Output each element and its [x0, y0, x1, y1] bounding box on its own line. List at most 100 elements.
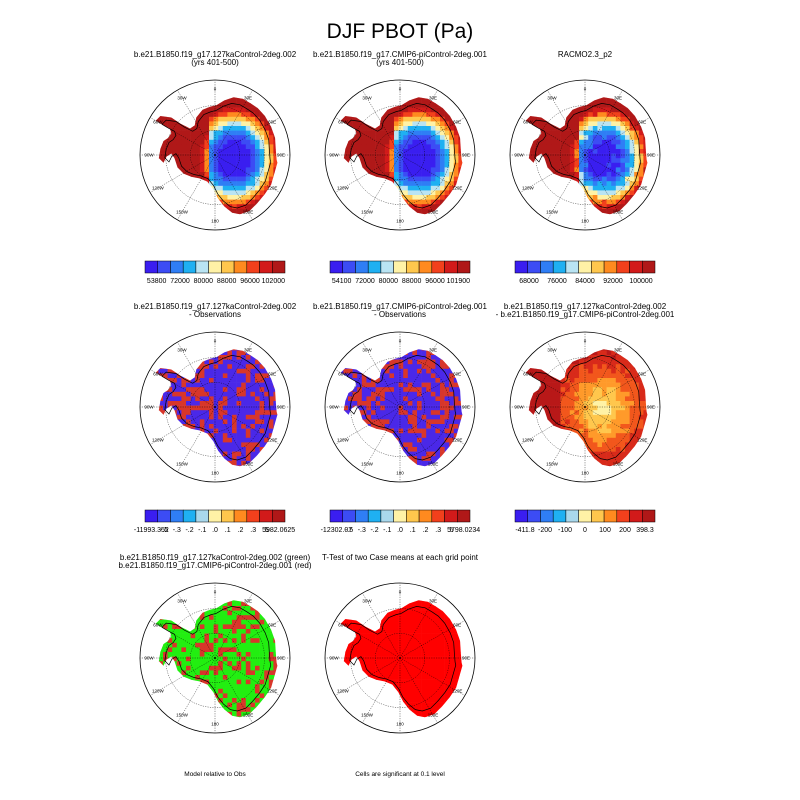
- grid-cell: [421, 107, 427, 113]
- grid-cell: [222, 387, 228, 393]
- grid-cell: [278, 337, 283, 342]
- grid-cell: [352, 135, 358, 141]
- coastline: [531, 103, 642, 209]
- grid-cell: [634, 172, 640, 177]
- grid-cell: [204, 433, 210, 439]
- grid-cell: [222, 428, 228, 434]
- grid-cell: [255, 387, 260, 393]
- grid-cell: [417, 181, 422, 187]
- grid-cell: [154, 332, 159, 337]
- grid-cell: [213, 116, 219, 122]
- grid-cell: [588, 126, 594, 131]
- grid-cell: [629, 135, 635, 141]
- grid-cell: [264, 181, 270, 187]
- grid-cell: [458, 162, 463, 168]
- grid-cell: [519, 144, 524, 149]
- grid-cell: [528, 149, 534, 154]
- grid-cell: [463, 85, 468, 90]
- grid-cell: [158, 176, 164, 182]
- colorbar-label: .5: [263, 527, 269, 534]
- grid-cell: [412, 98, 418, 104]
- grid-cell: [163, 470, 168, 475]
- grid-cell: [371, 112, 376, 118]
- grid-cell: [172, 167, 178, 173]
- grid-cell: [167, 204, 173, 210]
- grid-cell: [145, 167, 150, 172]
- grid-cell: [334, 227, 339, 232]
- grid-cell: [638, 97, 644, 99]
- grid-cell: [638, 139, 644, 145]
- grid-cell: [611, 144, 617, 150]
- grid-cell: [648, 209, 653, 214]
- grid-cell: [227, 442, 233, 448]
- grid-cell: [556, 89, 561, 94]
- grid-cell: [380, 218, 385, 223]
- grid-cell: [209, 172, 214, 177]
- grid-cell: [236, 373, 242, 379]
- grid-cell: [453, 213, 459, 215]
- grid-cell: [343, 195, 349, 200]
- grid-cell: [325, 186, 330, 191]
- grid-cell: [366, 130, 372, 136]
- longitude-label: 0: [584, 87, 587, 92]
- grid-cell: [236, 428, 242, 434]
- grid-cell: [348, 349, 353, 351]
- grid-cell: [389, 190, 395, 196]
- grid-cell: [463, 200, 468, 205]
- colorbar-label: -.1: [198, 527, 206, 534]
- grid-cell: [361, 387, 367, 393]
- grid-cell: [444, 139, 450, 145]
- grid-cell: [398, 181, 404, 187]
- grid-cell: [199, 368, 205, 374]
- grid-cell: [385, 85, 390, 90]
- grid-cell: [620, 144, 626, 150]
- grid-cell: [533, 204, 538, 210]
- colorbar-box: [221, 509, 235, 523]
- grid-cell: [209, 195, 214, 200]
- grid-cell: [435, 387, 441, 393]
- grid-cell: [380, 135, 386, 141]
- grid-cell: [232, 130, 237, 136]
- grid-cell: [519, 98, 524, 103]
- grid-cell: [227, 424, 233, 429]
- grid-cell: [199, 465, 205, 467]
- grid-cell: [149, 131, 154, 136]
- grid-cell: [195, 107, 201, 113]
- grid-cell: [357, 195, 363, 200]
- grid-cell: [515, 144, 520, 149]
- grid-cell: [394, 172, 399, 177]
- grid-cell: [643, 85, 648, 90]
- grid-cell: [583, 149, 589, 154]
- grid-cell: [403, 98, 409, 104]
- grid-cell: [625, 80, 630, 85]
- grid-cell: [264, 373, 270, 379]
- grid-cell: [278, 223, 283, 228]
- meridian-line: [214, 369, 281, 408]
- grid-cell: [348, 97, 353, 99]
- grid-cell: [525, 130, 529, 136]
- grid-cell: [199, 126, 205, 131]
- grid-cell: [366, 190, 372, 196]
- grid-cell: [163, 223, 168, 228]
- grid-cell: [163, 373, 168, 379]
- grid-cell: [574, 190, 580, 196]
- grid-cell: [542, 195, 548, 200]
- grid-cell: [283, 195, 288, 200]
- grid-cell: [145, 355, 150, 360]
- grid-cell: [167, 135, 173, 141]
- grid-cell: [560, 195, 566, 200]
- grid-cell: [398, 98, 404, 104]
- grid-cell: [167, 350, 173, 356]
- colorbar-box: [642, 260, 656, 274]
- grid-cell: [259, 359, 265, 365]
- grid-cell: [380, 337, 385, 342]
- grid-cell: [204, 447, 210, 452]
- grid-cell: [588, 208, 594, 214]
- grid-cell: [615, 126, 621, 131]
- grid-cell: [472, 117, 477, 122]
- grid-cell: [403, 223, 408, 228]
- grid-cell: [542, 139, 548, 145]
- grid-cell: [145, 204, 150, 209]
- grid-cell: [643, 223, 648, 228]
- colorbar-box: [182, 509, 197, 523]
